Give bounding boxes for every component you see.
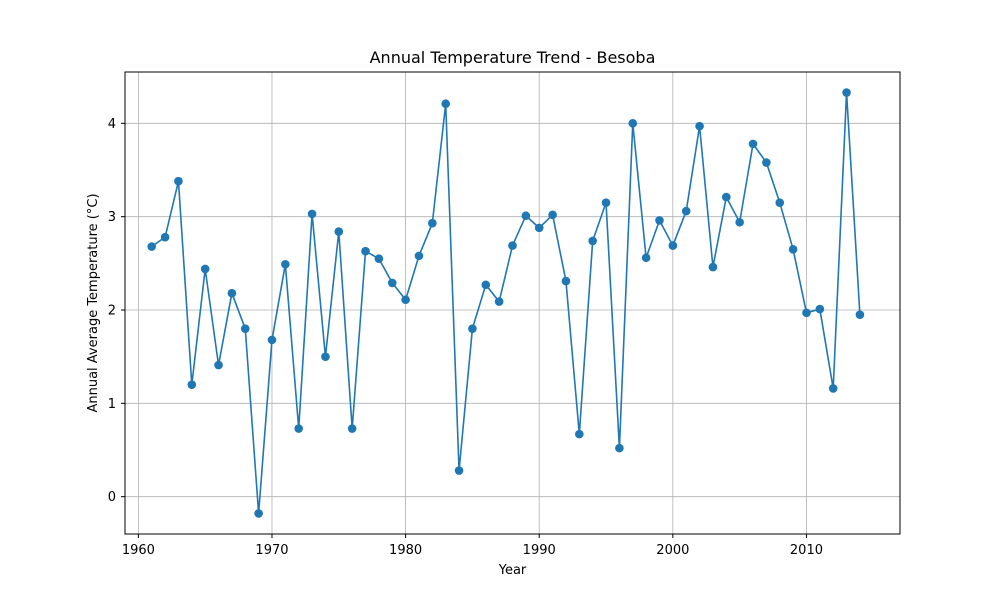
plot-frame [124,71,901,535]
x-tick-label: 1970 [255,543,288,558]
data-point [695,121,704,131]
data-point [802,308,811,318]
data-point [521,211,531,221]
data-point [494,297,504,306]
data-point [601,198,611,207]
data-point [668,241,678,250]
y-tick-label: 4 [108,117,116,132]
data-point [681,206,691,216]
y-tick-label: 1 [108,397,116,412]
data-point [374,254,384,263]
data-point [200,264,210,274]
data-point [240,324,250,333]
data-point [708,262,718,272]
x-tick-label: 1960 [122,543,155,558]
data-point [441,99,450,109]
data-point [468,324,477,333]
data-point [788,245,798,254]
x-tick-label: 1980 [389,543,422,558]
data-point [387,278,397,288]
data-point [748,139,758,149]
data-point [174,176,183,186]
data-point [775,198,785,207]
data-point [615,443,624,453]
data-point [227,288,237,298]
data-point [815,304,825,314]
data-point [454,466,464,475]
chart-title: Annual Temperature Trend - Besoba [370,48,656,67]
data-point [508,241,517,250]
data-point [735,217,744,227]
data-series [147,88,865,518]
series-line [151,91,861,515]
data-point [281,259,290,269]
data-point [721,192,731,202]
data-point [401,295,410,305]
y-tick-label: 3 [108,210,116,225]
data-point [655,216,664,225]
x-tick-label: 2010 [790,543,823,558]
data-point [267,335,277,345]
data-point [828,384,838,393]
data-point [334,227,344,236]
data-point [588,236,597,246]
data-point [307,209,317,219]
data-point [548,210,557,220]
data-point [762,158,771,167]
data-point [428,218,437,228]
y-axis-title: Annual Average Temperature (°C) [86,193,101,412]
data-point [361,246,370,256]
data-point [347,424,357,433]
x-axis-title: Year [498,563,527,578]
data-point [321,352,330,361]
data-point [254,509,263,518]
data-point [214,360,223,370]
data-point [534,223,544,233]
data-point [628,119,638,128]
x-tick-label: 2000 [656,543,689,558]
data-point [147,242,157,251]
y-tick-label: 0 [108,490,116,505]
data-point [855,310,865,319]
axis-ticks: 1960 1970 1980 1990 2000 2010 0 1 2 3 4 [108,117,823,558]
data-point [575,429,584,439]
data-point [842,88,851,97]
data-point [561,276,571,286]
data-point [481,280,491,290]
data-point [641,253,651,263]
data-point [187,380,197,389]
data-point [160,232,170,242]
data-point [294,424,304,433]
y-tick-label: 2 [108,304,116,319]
data-point [414,251,424,261]
x-tick-label: 1990 [523,543,556,558]
